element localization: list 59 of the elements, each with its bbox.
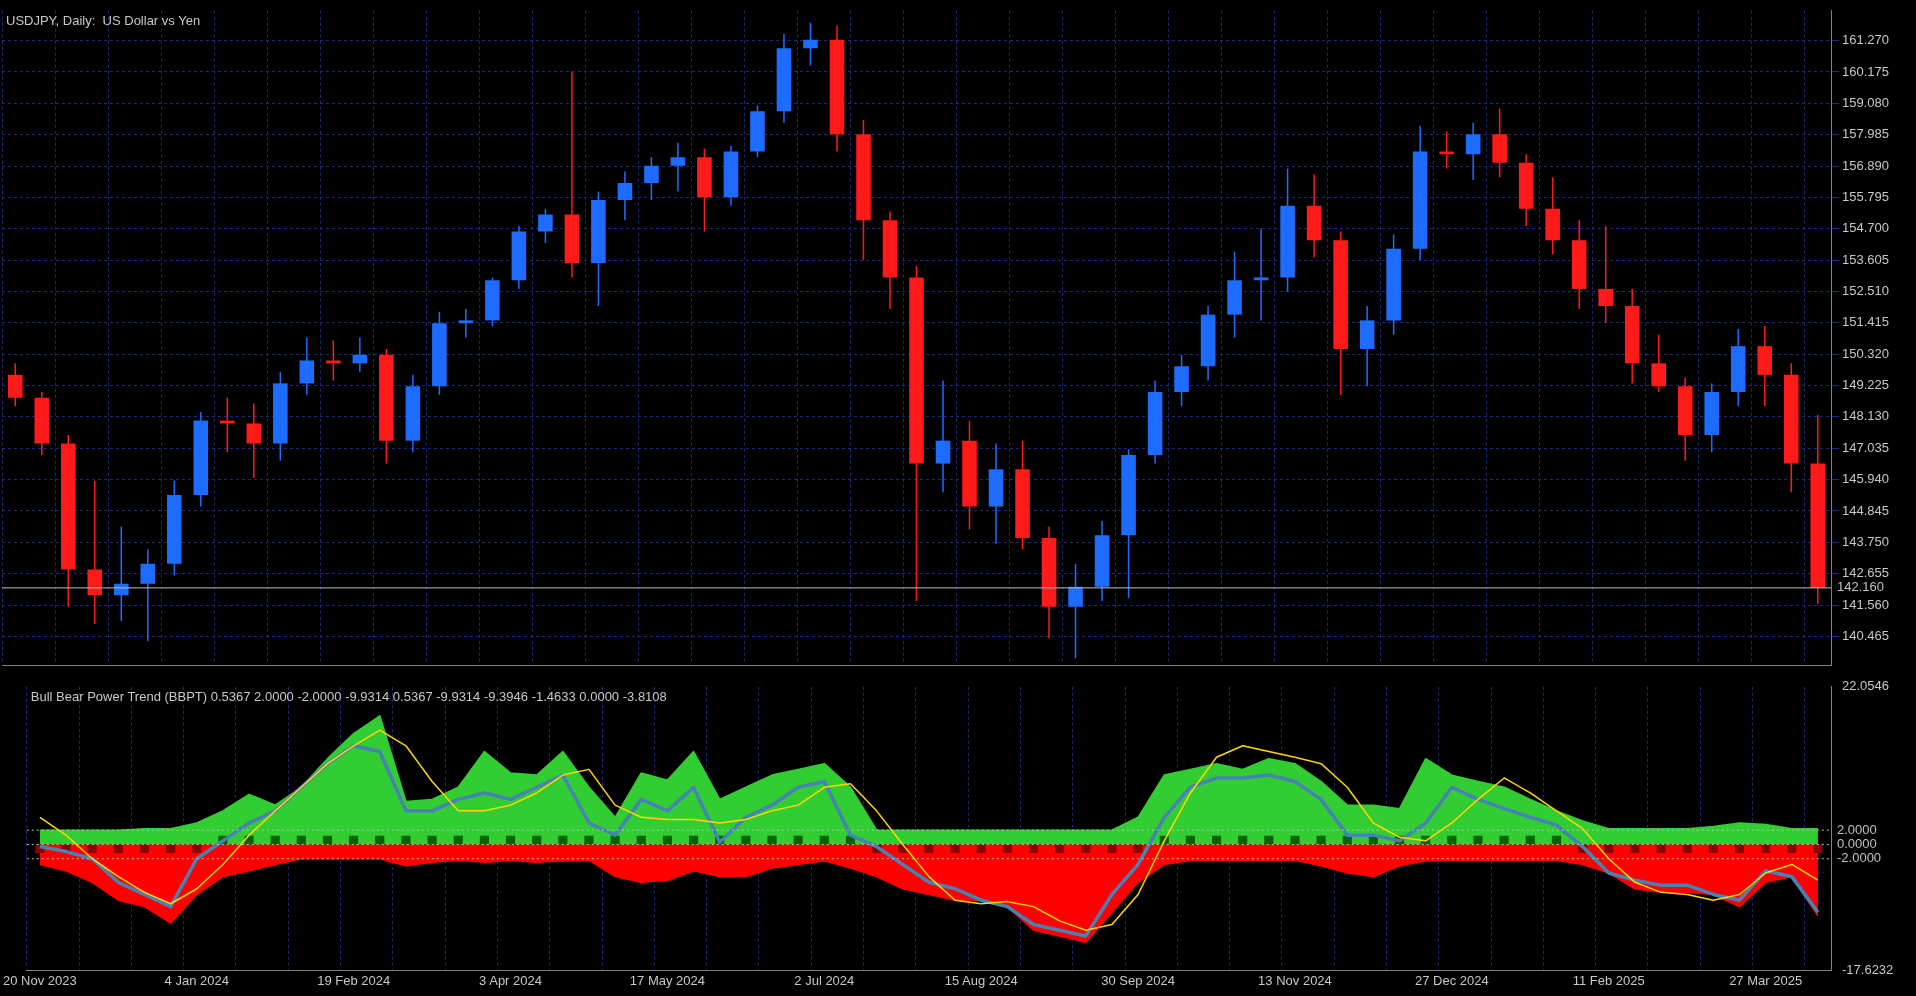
candlestick [458,308,474,339]
candlestick [1439,130,1454,170]
candlestick [140,548,156,642]
y-tick-label: -17.6232 [1842,961,1894,977]
y-tick-label: 154.700 [1842,220,1889,236]
y-tick-label: 161.270 [1842,32,1889,48]
x-tick-label: 13 Nov 2024 [1258,972,1332,988]
candlestick [1651,333,1666,393]
y-tick-label: 150.320 [1842,345,1889,361]
y-tick-label: 22.0546 [1842,678,1889,694]
y-tick-label: 157.985 [1842,126,1889,142]
y-tick-label: 141.560 [1842,596,1889,612]
candlestick [803,21,818,67]
y-tick-label: 148.130 [1842,408,1889,424]
ref-line-label: -2.0000 [1837,850,1882,866]
y-tick-label: 149.225 [1842,377,1889,393]
y-tick-label: 156.890 [1842,157,1889,173]
ref-line-label: 0.0000 [1837,836,1877,852]
candlestick [670,142,686,193]
chart-title: USDJPY, Daily: US Dollar vs Yen [6,12,201,28]
y-tick-label: 153.605 [1842,251,1889,267]
y-tick-label: 155.795 [1842,188,1889,204]
candlestick [246,402,262,479]
x-tick-label: 15 Aug 2024 [944,972,1018,988]
y-tick-label: 159.080 [1842,94,1889,110]
x-tick-label: 19 Feb 2024 [317,972,391,988]
candlestick [617,170,633,221]
candlestick [326,339,341,382]
candlestick [1253,227,1269,322]
y-tick-label: 147.035 [1842,439,1889,455]
y-tick-label: 145.940 [1842,471,1889,487]
x-tick-label: 27 Mar 2025 [1729,972,1803,988]
y-tick-label: 152.510 [1842,283,1889,299]
x-tick-label: 4 Jan 2024 [164,972,229,988]
x-tick-label: 20 Nov 2023 [3,972,77,988]
x-tick-label: 11 Feb 2025 [1572,972,1645,988]
candlestick [7,362,23,408]
candlestick [352,336,368,373]
x-tick-label: 27 Dec 2024 [1414,972,1489,988]
ref-line-label: 2.0000 [1837,821,1877,837]
chart-title: Bull Bear Power Trend (BBPT) 0.5367 2.0000 -2.0000 -9.9314 0.5367 -9.9314 -9.3946 -1.4633 0.0000 -3.8108 [30,688,667,704]
candlestick [1068,563,1083,660]
x-tick-label: 2 Jul 2024 [794,972,855,988]
y-tick-label: 140.465 [1842,628,1889,643]
y-tick-label: 160.175 [1842,63,1889,79]
x-tick-label: 3 Apr 2024 [479,972,542,988]
y-tick-label: 142.655 [1842,565,1889,581]
candlestick [299,336,315,396]
ref-line-label: 142.160 [1837,579,1884,595]
candlestick [1465,122,1481,181]
candlestick [538,207,553,244]
x-tick-label: 30 Sep 2024 [1101,972,1175,988]
y-tick-label: 151.415 [1842,314,1889,330]
candlestick [644,156,659,201]
candlestick [935,379,951,493]
candlestick [1598,225,1613,324]
y-tick-label: 144.845 [1842,502,1889,518]
y-tick-label: 143.750 [1842,533,1889,549]
x-tick-label: 17 May 2024 [629,972,706,988]
